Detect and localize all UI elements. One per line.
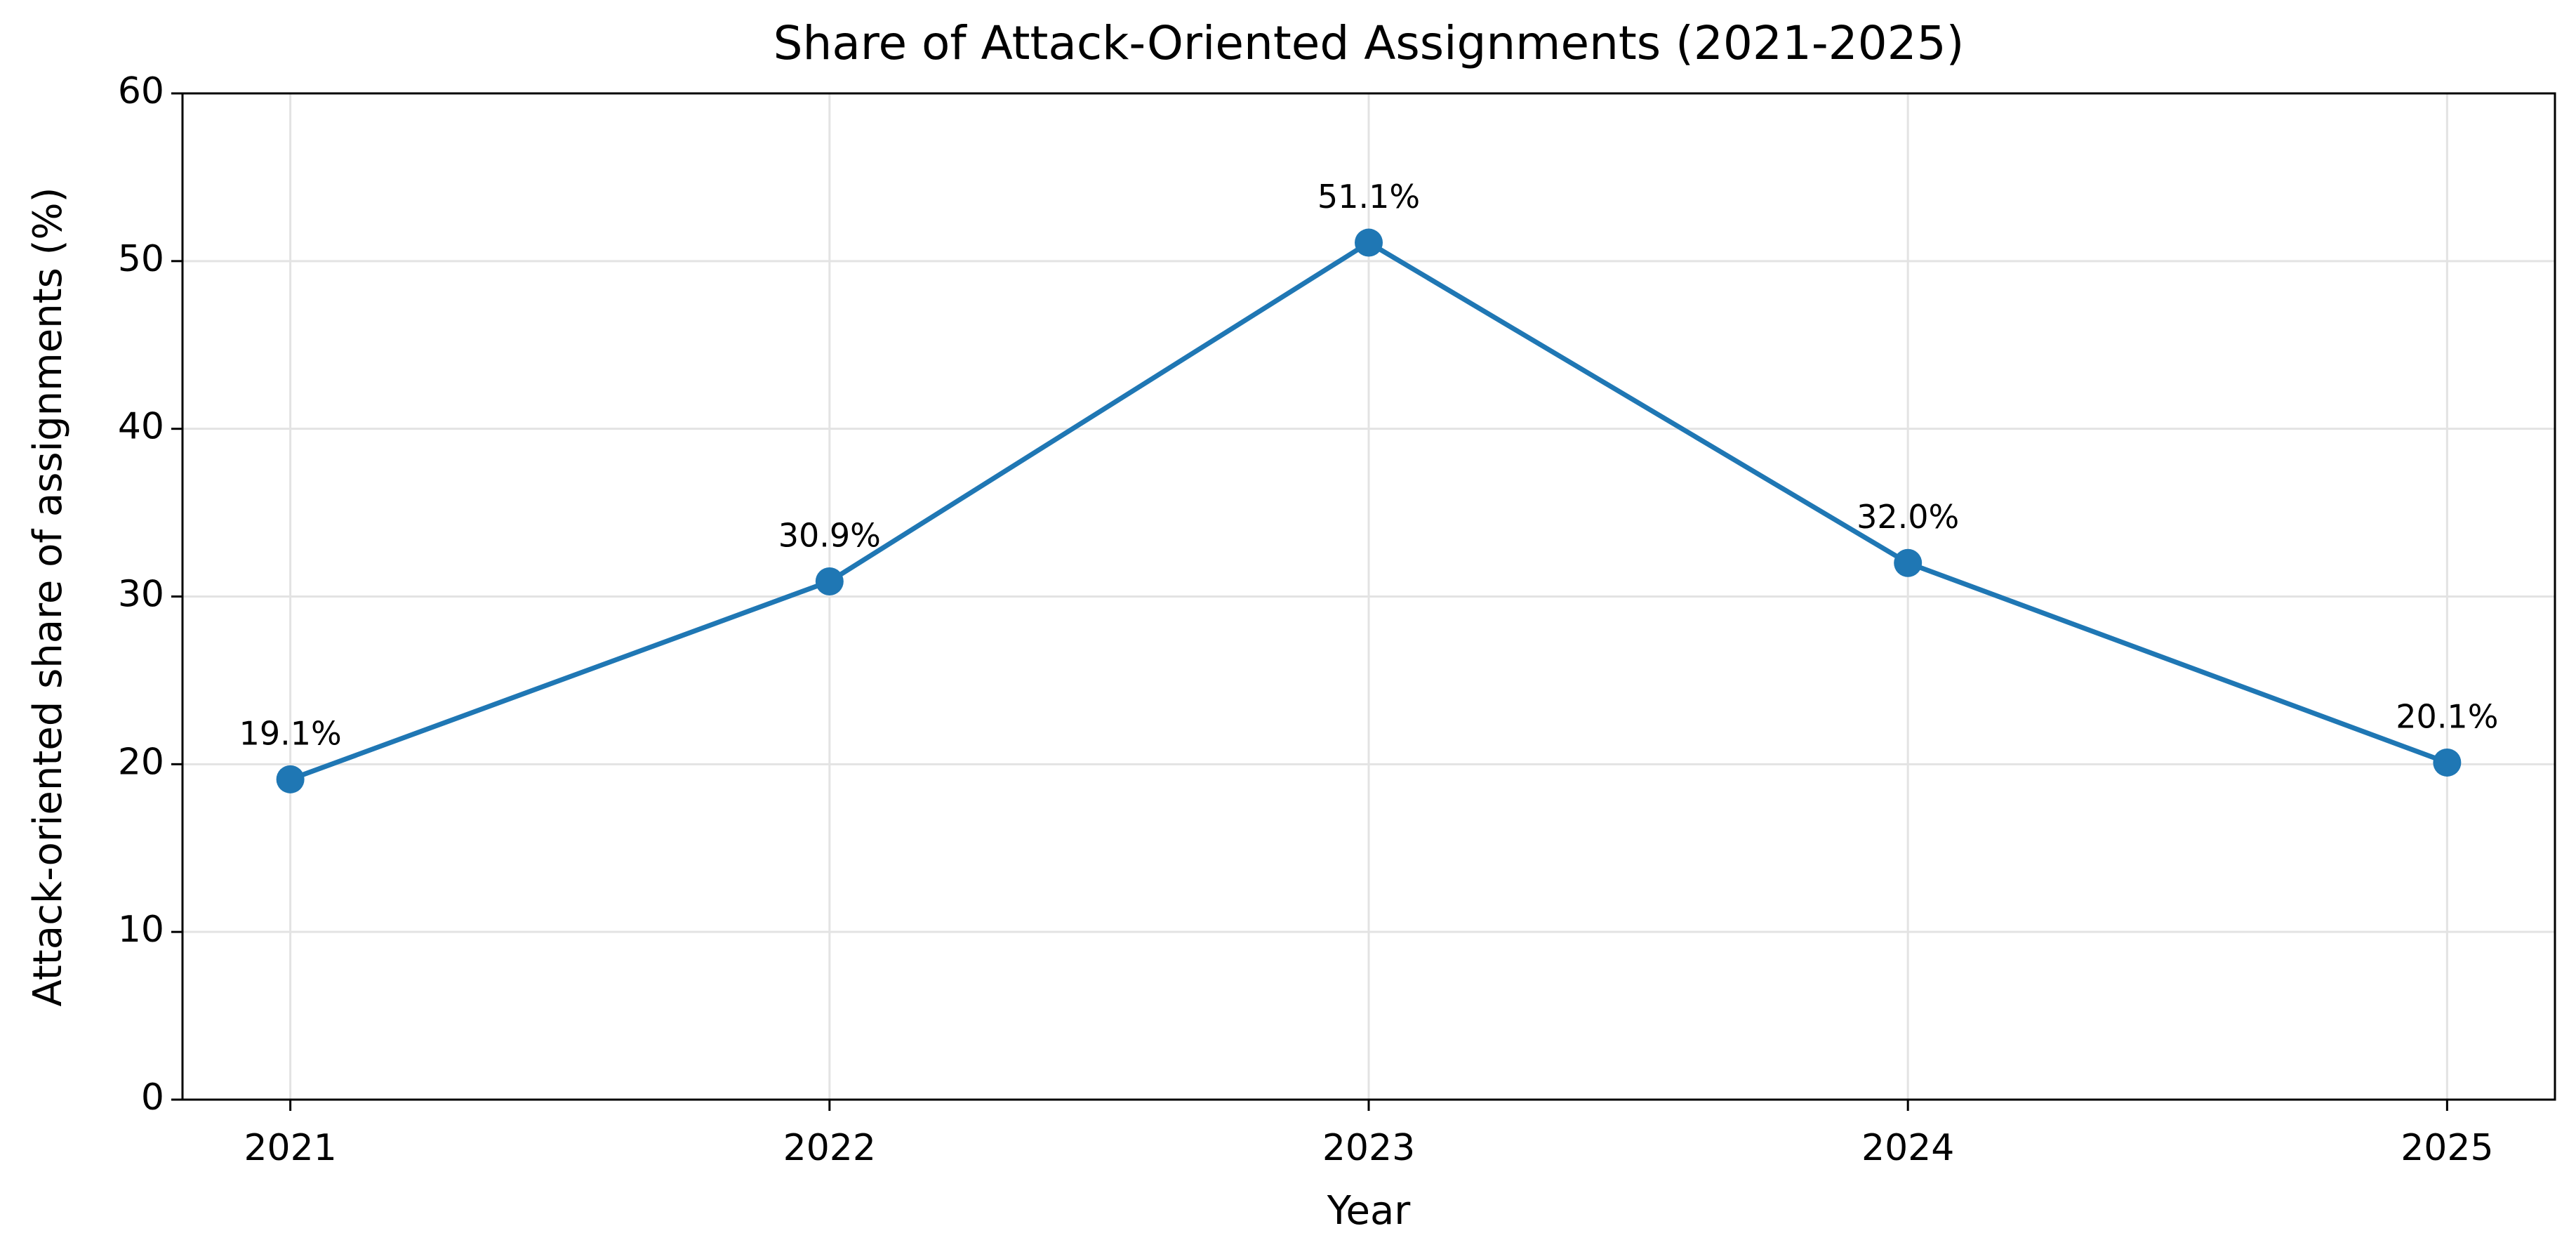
value-label: 19.1%: [239, 714, 342, 752]
y-tick-label: 60: [118, 70, 164, 112]
x-tick-label: 2021: [244, 1127, 336, 1169]
point: [815, 567, 844, 596]
value-label: 20.1%: [2396, 697, 2498, 735]
x-tick-label: 2022: [783, 1127, 876, 1169]
value-label: 30.9%: [778, 517, 881, 555]
y-tick-label: 0: [141, 1076, 164, 1119]
y-axis-label: Attack-oriented share of assignments (%): [25, 187, 71, 1007]
y-tick-label: 10: [118, 909, 164, 951]
point: [276, 765, 305, 793]
point: [1894, 548, 1923, 577]
x-axis-label: Year: [1327, 1188, 1412, 1234]
y-tick-label: 20: [118, 741, 164, 783]
value-label: 32.0%: [1857, 498, 1959, 536]
x-tick-label: 2025: [2401, 1127, 2493, 1169]
y-tick-label: 40: [118, 406, 164, 448]
x-tick-label: 2023: [1322, 1127, 1415, 1169]
point: [1355, 228, 1383, 257]
point: [2433, 748, 2462, 777]
plot-frame: [181, 92, 2556, 1101]
y-tick-label: 50: [118, 238, 164, 280]
y-tick-label: 30: [118, 574, 164, 616]
value-label: 51.1%: [1317, 178, 1420, 216]
chart-title: Share of Attack-Oriented Assignments (20…: [774, 16, 1965, 70]
x-tick-label: 2024: [1861, 1127, 1954, 1169]
